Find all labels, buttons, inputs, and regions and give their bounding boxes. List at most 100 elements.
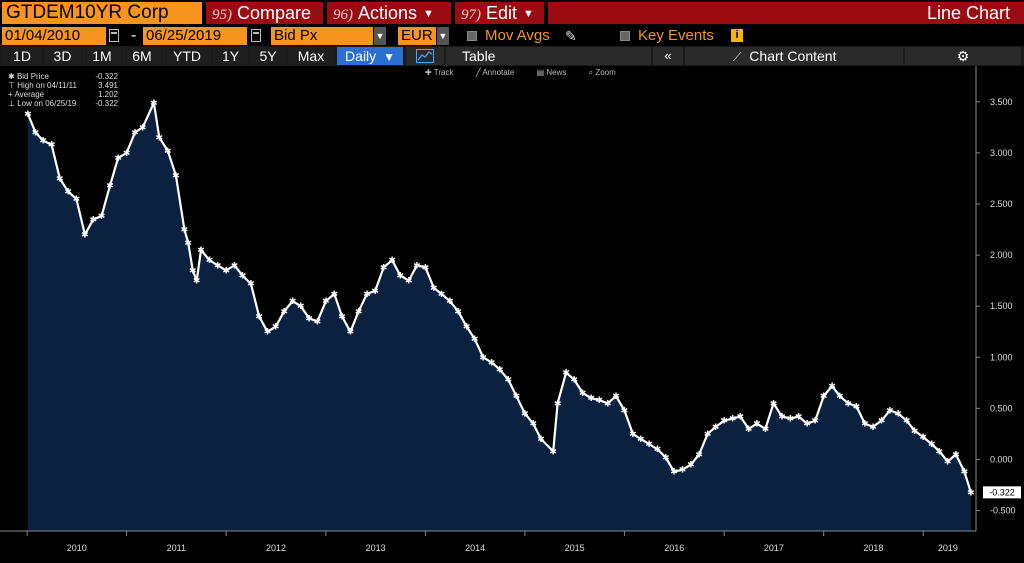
data-point-113: ✱ [944, 458, 952, 468]
end-date-field[interactable]: 06/25/2019 [143, 27, 247, 45]
data-point-70: ✱ [587, 394, 595, 404]
data-point-60: ✱ [505, 376, 513, 386]
data-point-45: ✱ [380, 263, 388, 273]
period-3d[interactable]: 3D [44, 47, 81, 65]
zoom-tool[interactable]: ⌕ Zoom [588, 68, 616, 77]
data-point-88: ✱ [737, 413, 745, 423]
period-1m[interactable]: 1M [83, 47, 121, 65]
data-point-43: ✱ [363, 290, 371, 300]
table-button[interactable]: Table [446, 47, 651, 65]
x-tick-label-0: 2010 [67, 543, 87, 553]
data-point-98: ✱ [820, 392, 828, 402]
data-point-76: ✱ [637, 435, 645, 445]
start-calendar-icon[interactable] [109, 29, 119, 42]
period-max[interactable]: Max [288, 47, 334, 65]
data-point-44: ✱ [371, 287, 379, 297]
mov-avgs-checkbox[interactable] [467, 31, 477, 41]
data-point-33: ✱ [280, 307, 288, 317]
y-tick-label-1: 3.000 [990, 148, 1013, 158]
news-tool[interactable]: ▤ News [536, 68, 567, 77]
data-point-2: ✱ [39, 137, 47, 147]
data-point-50: ✱ [422, 263, 430, 273]
average-marker-icon: + [8, 90, 15, 99]
news-tool-label: News [546, 68, 567, 77]
data-point-12: ✱ [123, 149, 131, 159]
data-point-28: ✱ [239, 272, 247, 282]
data-point-96: ✱ [803, 420, 811, 430]
x-tick-label-9: 2019 [938, 543, 958, 553]
collapse-left-icon[interactable]: « [653, 47, 683, 65]
x-tick-label-7: 2017 [764, 543, 784, 553]
data-point-18: ✱ [172, 171, 180, 181]
data-point-39: ✱ [331, 290, 339, 300]
legend-high-label: High on 04/11/11 [17, 81, 77, 90]
key-events-checkbox[interactable] [620, 31, 630, 41]
x-tick-label-3: 2013 [366, 543, 386, 553]
title-bar: GTDEM10YR Corp 95) Compare 96) Actions ▼ 97… [0, 0, 1024, 26]
data-point-47: ✱ [397, 272, 405, 282]
key-events-label[interactable]: Key Events [638, 27, 714, 44]
security-ticker-field[interactable]: GTDEM10YR Corp [2, 2, 202, 24]
pencil-icon[interactable]: ✎ [565, 28, 577, 44]
annotate-tool[interactable]: ╱ Annotate [475, 68, 515, 77]
period-6m[interactable]: 6M [123, 47, 161, 65]
data-point-82: ✱ [687, 461, 695, 471]
data-point-74: ✱ [621, 406, 629, 416]
data-point-64: ✱ [537, 435, 545, 445]
field-selector[interactable]: Bid Px [271, 27, 373, 45]
data-point-7: ✱ [81, 231, 89, 241]
frequency-caret-icon: ▼ [383, 50, 395, 64]
data-point-73: ✱ [612, 392, 620, 402]
data-point-32: ✱ [272, 323, 280, 333]
info-icon[interactable]: i [731, 29, 743, 42]
track-tool[interactable]: ✚ Track [425, 68, 454, 77]
x-tick-label-8: 2018 [863, 543, 883, 553]
period-1y[interactable]: 1Y [213, 47, 248, 65]
data-point-24: ✱ [206, 256, 214, 266]
frequency-dropdown[interactable]: Daily ▼ [337, 47, 403, 65]
data-point-107: ✱ [894, 410, 902, 420]
data-point-93: ✱ [778, 413, 786, 423]
data-point-101: ✱ [844, 399, 852, 409]
data-point-115: ✱ [961, 468, 969, 478]
data-point-4: ✱ [56, 174, 64, 184]
compare-button-number: 95) [212, 7, 232, 23]
end-calendar-icon[interactable] [251, 29, 261, 42]
data-point-80: ✱ [670, 468, 678, 478]
data-point-91: ✱ [762, 425, 770, 435]
chart-content-button[interactable]: ⟋ Chart Content [685, 47, 903, 65]
data-point-59: ✱ [496, 366, 504, 376]
data-point-15: ✱ [150, 99, 158, 109]
data-point-36: ✱ [305, 314, 313, 324]
data-point-42: ✱ [355, 307, 363, 317]
data-point-25: ✱ [214, 261, 222, 271]
field-dropdown-icon[interactable]: ▼ [374, 27, 386, 45]
data-point-26: ✱ [222, 266, 230, 276]
legend-low-label: Low on 06/25/19 [17, 99, 77, 108]
compare-button[interactable]: 95) Compare [206, 2, 323, 24]
chart-area[interactable]: ✱ ✱ ✱ ✱ ✱ ✱ ✱ ✱ ✱ ✱ ✱ ✱ ✱ ✱ ✱ ✱ ✱ ✱ ✱ ✱ ✱ ✱ ✱ ✱ ✱ ✱ ✱ ✱ ✱ ✱ ✱ ✱ ✱ ✱ ✱ ✱ ✱ ✱ ✱ ✱… [0, 66, 1024, 558]
start-date-field[interactable]: 01/04/2010 [2, 27, 106, 45]
mov-avgs-label[interactable]: Mov Avgs [485, 27, 550, 44]
price-chart[interactable]: ✱✱✱ ✱✱✱✱✱✱ ✱✱✱✱✱✱✱✱✱✱✱✱✱✱✱✱✱✱✱✱✱✱✱✱✱✱✱✱ ✱✱✱… [0, 66, 1024, 558]
data-point-84: ✱ [704, 430, 712, 440]
actions-button-label: Actions [358, 3, 418, 23]
data-point-30: ✱ [255, 312, 263, 322]
edit-caret-icon: ▼ [523, 8, 534, 20]
legend-bid-price-label: Bid Price [16, 72, 49, 81]
period-1d[interactable]: 1D [2, 47, 42, 65]
period-5y[interactable]: 5Y [250, 47, 286, 65]
period-ytd[interactable]: YTD [163, 47, 211, 65]
y-tick-label-4: 1.500 [990, 301, 1013, 311]
legend-item-label: ✱ Bid Price [8, 72, 98, 81]
data-point-90: ✱ [753, 420, 761, 430]
data-point-72: ✱ [604, 399, 612, 409]
y-tick-label-2: 2.500 [990, 199, 1013, 209]
settings-gear-icon[interactable]: ⚙ [905, 47, 1021, 65]
currency-dropdown-icon[interactable]: ▼ [437, 27, 449, 45]
chart-content-label: Chart Content [749, 48, 837, 64]
actions-menu-button[interactable]: 96) Actions ▼ [327, 2, 451, 24]
line-chart-type-button[interactable] [406, 47, 444, 65]
edit-menu-button[interactable]: 97) Edit ▼ [455, 2, 544, 24]
currency-selector[interactable]: EUR [398, 27, 436, 45]
